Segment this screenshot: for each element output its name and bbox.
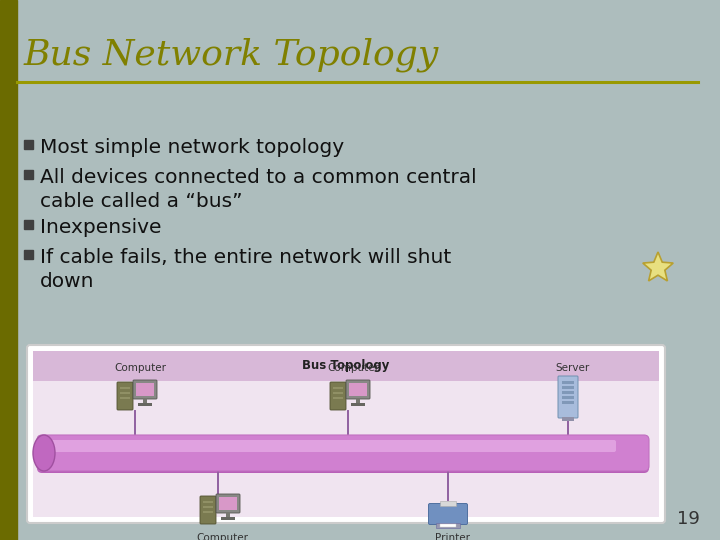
Text: Inexpensive: Inexpensive bbox=[40, 218, 161, 237]
Bar bbox=[562, 391, 574, 394]
Bar bbox=[0, 0, 17, 540]
Text: If cable fails, the entire network will shut
down: If cable fails, the entire network will … bbox=[40, 248, 451, 291]
Bar bbox=[562, 396, 574, 399]
FancyBboxPatch shape bbox=[330, 382, 346, 410]
Bar bbox=[349, 383, 367, 396]
Bar bbox=[226, 512, 230, 517]
Bar bbox=[562, 386, 574, 388]
Bar bbox=[143, 398, 147, 403]
Text: Server: Server bbox=[556, 363, 590, 373]
FancyBboxPatch shape bbox=[133, 380, 157, 399]
Bar bbox=[351, 403, 365, 406]
Bar bbox=[120, 392, 130, 394]
FancyBboxPatch shape bbox=[117, 382, 133, 410]
Bar bbox=[203, 511, 213, 513]
Bar bbox=[440, 501, 456, 506]
Bar bbox=[120, 387, 130, 389]
Bar bbox=[436, 523, 460, 528]
FancyBboxPatch shape bbox=[37, 435, 649, 471]
Bar bbox=[24, 250, 33, 259]
Bar bbox=[24, 140, 33, 149]
FancyBboxPatch shape bbox=[50, 440, 616, 452]
Bar bbox=[33, 351, 659, 381]
Bar bbox=[203, 501, 213, 503]
Bar bbox=[562, 401, 574, 403]
FancyBboxPatch shape bbox=[216, 494, 240, 513]
Bar bbox=[333, 387, 343, 389]
Text: Printer: Printer bbox=[434, 533, 469, 540]
Bar bbox=[203, 506, 213, 508]
Bar bbox=[136, 383, 154, 396]
Bar bbox=[33, 381, 659, 517]
Text: Bus Topology: Bus Topology bbox=[302, 360, 390, 373]
FancyBboxPatch shape bbox=[428, 503, 467, 524]
Bar bbox=[120, 397, 130, 399]
FancyBboxPatch shape bbox=[346, 380, 370, 399]
Bar bbox=[24, 220, 33, 229]
Text: All devices connected to a common central
cable called a “bus”: All devices connected to a common centra… bbox=[40, 168, 477, 211]
Text: Computer: Computer bbox=[196, 533, 248, 540]
Bar bbox=[219, 497, 237, 510]
FancyBboxPatch shape bbox=[200, 496, 216, 524]
Text: Computer: Computer bbox=[327, 363, 379, 373]
Text: Bus Network Topology: Bus Network Topology bbox=[24, 37, 439, 72]
Bar bbox=[221, 517, 235, 520]
Polygon shape bbox=[643, 252, 673, 281]
Bar bbox=[562, 381, 574, 383]
Bar bbox=[356, 398, 360, 403]
Bar bbox=[333, 397, 343, 399]
Ellipse shape bbox=[33, 435, 55, 471]
Text: Computer: Computer bbox=[114, 363, 166, 373]
Bar bbox=[333, 392, 343, 394]
Text: 19: 19 bbox=[677, 510, 700, 528]
FancyBboxPatch shape bbox=[558, 376, 578, 418]
Bar bbox=[562, 417, 574, 421]
Text: Most simple network topology: Most simple network topology bbox=[40, 138, 344, 157]
FancyBboxPatch shape bbox=[27, 345, 665, 523]
Bar bbox=[138, 403, 152, 406]
Bar bbox=[440, 524, 456, 527]
Bar bbox=[24, 170, 33, 179]
FancyBboxPatch shape bbox=[37, 441, 649, 473]
